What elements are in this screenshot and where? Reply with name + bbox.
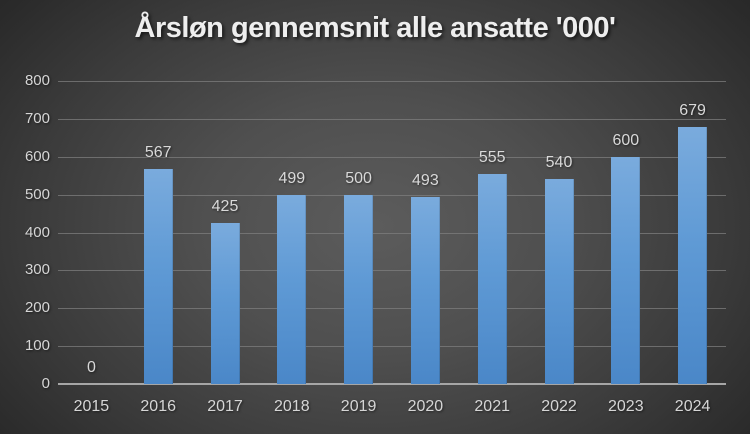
y-axis-tick-label: 400: [24, 223, 50, 241]
y-axis-tick-label: 300: [24, 261, 50, 279]
bar-value-label-2020: 493: [412, 172, 439, 189]
bar-value-label-2023: 600: [612, 132, 640, 149]
x-axis-label-2023: 2023: [608, 398, 644, 415]
x-axis-label-2021: 2021: [474, 398, 510, 415]
y-axis-tick-label: 700: [24, 109, 50, 127]
bar-2017: [210, 223, 240, 384]
y-axis-tick-label: 600: [24, 147, 50, 165]
y-axis-tick-label: 0: [41, 375, 50, 392]
y-axis-tick-label: 800: [24, 72, 50, 89]
gridline-700: [58, 118, 726, 120]
gridline-300: [58, 270, 726, 272]
y-axis-tick-label: 200: [24, 299, 50, 317]
x-axis-label-2018: 2018: [274, 398, 310, 415]
x-axis-label-2024: 2024: [674, 398, 711, 415]
bar-2016: [143, 169, 173, 384]
bar-2018: [277, 195, 307, 384]
plot-area: 0 567 425 499 500 493 555 540 600 679: [58, 81, 726, 385]
bar-2019: [344, 195, 374, 384]
bar-value-label-2018: 499: [278, 170, 306, 187]
gridline-100: [58, 346, 726, 348]
x-axis-label-2019: 2019: [340, 398, 377, 415]
x-axis-line: [58, 383, 726, 385]
bar-value-label-2024: 679: [679, 102, 706, 119]
gridline-800: [58, 81, 726, 82]
bar-value-label-2016: 567: [144, 144, 172, 161]
bar-2022: [544, 179, 574, 384]
y-axis-tick-label: 100: [24, 337, 50, 355]
gridline-500: [58, 194, 726, 196]
bar-value-label-2015: 0: [86, 359, 96, 376]
bar-value-label-2022: 540: [545, 154, 573, 171]
x-axis-label-2017: 2017: [207, 398, 243, 415]
x-axis-label-2020: 2020: [407, 398, 444, 415]
chart-title: Årsløn gennemsnit alle ansatte '000': [134, 12, 616, 44]
bar-value-label-2017: 425: [211, 198, 239, 215]
x-axis-label-2016: 2016: [140, 398, 176, 415]
gridline-600: [58, 156, 726, 158]
gridline-200: [58, 308, 726, 310]
bar-2023: [611, 157, 641, 384]
y-axis-tick-label: 500: [24, 185, 50, 203]
x-axis-label-2022: 2022: [541, 398, 577, 415]
gridline-400: [58, 232, 726, 234]
bar-2020: [410, 197, 440, 384]
bar-2021: [477, 174, 507, 384]
x-axis-label-2015: 2015: [73, 398, 110, 415]
bar-value-label-2019: 500: [345, 170, 372, 187]
bar-value-label-2021: 555: [478, 149, 506, 166]
bar-2024: [678, 127, 708, 384]
